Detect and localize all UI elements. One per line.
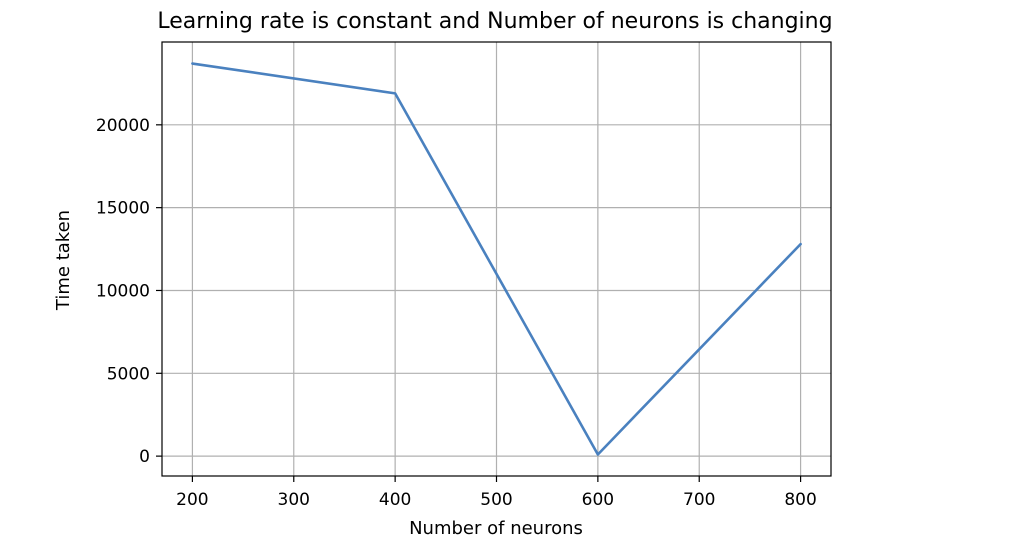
x-tick-label: 300 <box>278 490 310 510</box>
x-tick-label: 400 <box>379 490 411 510</box>
x-axis-label: Number of neurons <box>409 518 583 539</box>
y-tick-label: 10000 <box>96 281 150 301</box>
x-tick-label: 700 <box>683 490 715 510</box>
x-tick-label: 600 <box>582 490 614 510</box>
y-tick-label: 5000 <box>107 364 150 384</box>
y-tick-label: 0 <box>139 447 150 467</box>
ticks: 200 300 400 500 600 700 800 0 5000 10000 15000 2000… <box>96 116 817 510</box>
y-tick-label: 15000 <box>96 199 150 219</box>
chart-title: Learning rate is constant and Number of … <box>157 9 832 34</box>
x-tick-label: 500 <box>480 490 512 510</box>
y-axis-label: Time taken <box>53 210 74 311</box>
x-tick-label: 800 <box>784 490 816 510</box>
y-tick-label: 20000 <box>96 116 150 136</box>
x-tick-label: 200 <box>176 490 208 510</box>
grid <box>162 42 831 476</box>
